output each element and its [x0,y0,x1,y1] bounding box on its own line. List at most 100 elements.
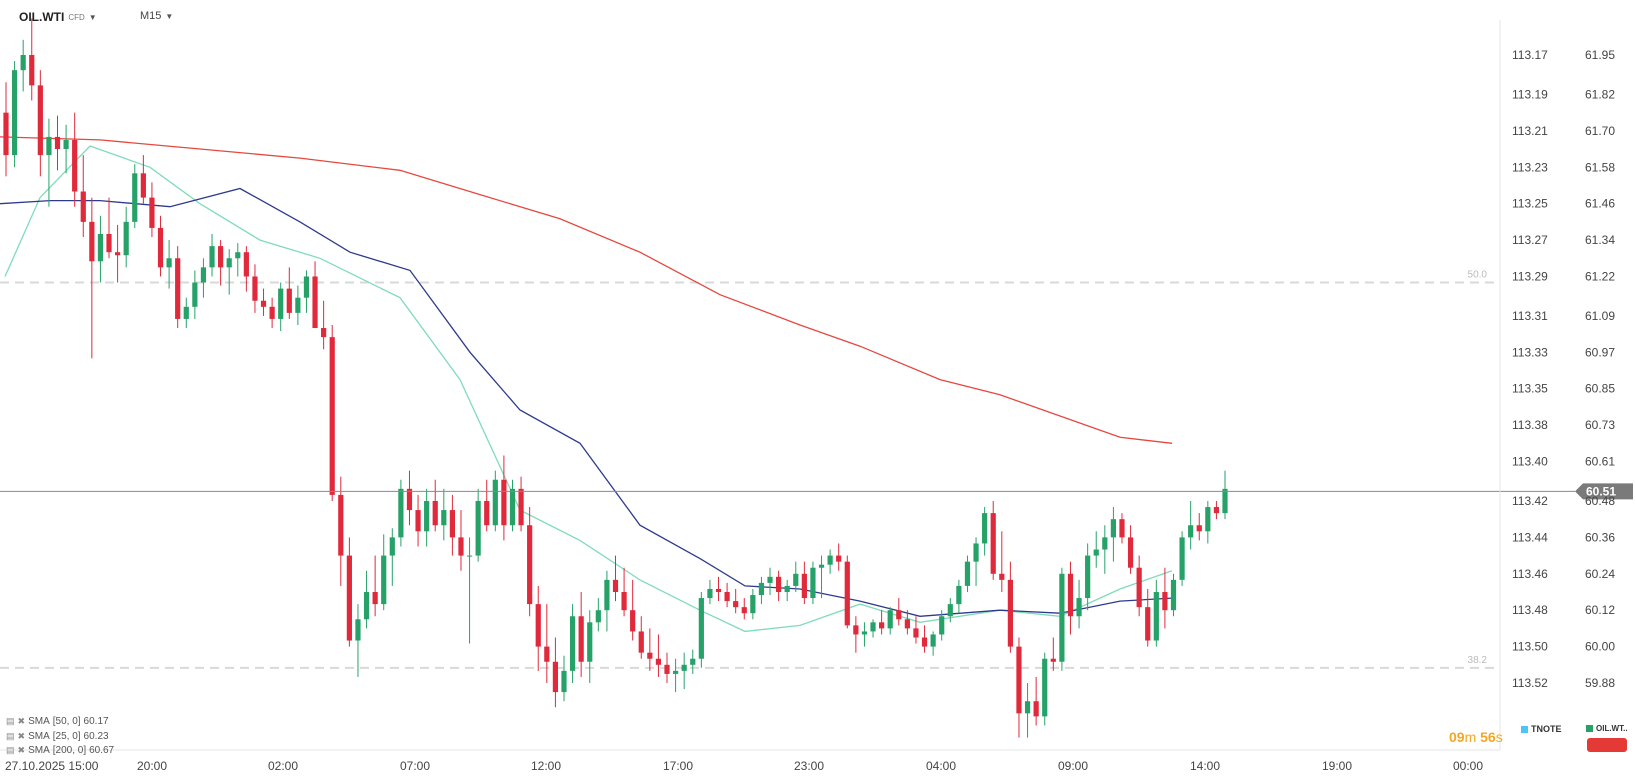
secondary-tick-label: 113.25 [1512,197,1548,211]
legend-oil[interactable]: OIL.WT.. [1586,724,1628,733]
close-icon[interactable]: ✖ [17,716,26,726]
candle-body [398,488,404,538]
candle [1196,513,1202,541]
candle [97,215,104,283]
candle [1213,500,1220,520]
candle [355,604,361,677]
candle [758,576,765,605]
candle [106,197,112,259]
candle-body [698,598,704,659]
time-tick-label: 23:00 [794,759,824,773]
candle [810,561,816,605]
settings-icon[interactable]: ▤ [6,731,15,741]
candle-body [587,622,593,662]
candle [1145,588,1151,647]
candle-body [638,631,644,653]
price-tick-label: 61.82 [1585,87,1615,101]
candle [338,476,344,586]
close-icon[interactable]: ✖ [17,745,26,755]
candle-body [183,306,189,319]
settings-icon[interactable]: ▤ [6,716,15,726]
price-tick-label: 61.70 [1585,124,1615,138]
candle [492,470,498,532]
sma50-layer [0,187,1173,617]
indicator-sma25[interactable]: ▤ ✖ SMA [25, 0] 60.23 [6,731,109,742]
candle-body [1127,537,1134,568]
secondary-tick-label: 113.23 [1512,160,1548,174]
secondary-tick-label: 113.38 [1512,418,1548,432]
instrument-type: CFD [68,12,85,22]
candle [226,249,232,295]
candle [140,155,146,204]
indicator-sma200[interactable]: ▤ ✖ SMA [200, 0] 60.67 [6,745,115,756]
candle-body [54,136,61,150]
symbol-selector[interactable]: OIL.WTI CFD ▼ [19,10,97,24]
square-icon [1521,725,1528,733]
candle [80,155,86,238]
candle-body [218,246,224,268]
candle-body [175,258,181,319]
time-tick-label: 17:00 [663,759,693,773]
price-tick-label: 60.24 [1585,567,1615,581]
candle [664,652,670,683]
candle [1007,561,1013,653]
time-tick-label: 09:00 [1058,759,1088,773]
candle [243,246,249,292]
secondary-tick-label: 113.46 [1512,567,1548,581]
candle-body [166,258,172,268]
sell-indicator[interactable] [1587,738,1627,752]
candle-body [432,500,438,526]
candle [595,598,601,632]
candle [1033,676,1039,726]
timeframe-selector[interactable]: M15 ▼ [140,10,173,22]
candle-body [475,500,481,556]
candle-body [1119,519,1125,538]
candle-body [1188,525,1194,538]
time-tick-label: 02:00 [268,759,298,773]
candle-body [621,591,627,611]
candle [37,70,43,177]
candle-body [672,670,679,674]
close-icon[interactable]: ✖ [17,731,26,741]
candle [690,649,696,674]
candle [569,604,576,683]
candle [1050,637,1056,671]
candle-body [424,500,430,532]
candles [3,18,1228,738]
candle-body [767,576,773,583]
candle-body [1007,579,1013,647]
candle-body [810,567,816,599]
indicator-sma50[interactable]: ▤ ✖ SMA [50, 0] 60.17 [6,716,109,727]
candle-body [913,628,919,638]
legend-tnote[interactable]: TNOTE [1521,724,1562,734]
candle [750,588,756,620]
candle [999,531,1005,592]
candle-body [466,555,473,557]
candle [389,528,395,586]
candle [449,494,455,556]
settings-icon[interactable]: ▤ [6,745,15,755]
candle [1222,470,1228,520]
candle-body [441,510,447,526]
time-tick-label: 14:00 [1190,759,1220,773]
candle [707,579,713,605]
time-tick-label: 07:00 [400,759,430,773]
candle [921,625,928,653]
candle [1085,543,1091,611]
candle-body [527,525,533,605]
candle-body [1085,555,1091,599]
candle-body [569,616,576,671]
candle [1179,531,1185,586]
candle [269,297,275,329]
candle [818,555,825,599]
candle-body [921,637,928,647]
candle [11,61,18,168]
candle [1153,579,1159,647]
candle-body [509,488,516,526]
candle [767,567,773,596]
candle-body [604,579,610,611]
candle [63,124,69,174]
candle [466,537,473,644]
candle-body [269,306,275,319]
